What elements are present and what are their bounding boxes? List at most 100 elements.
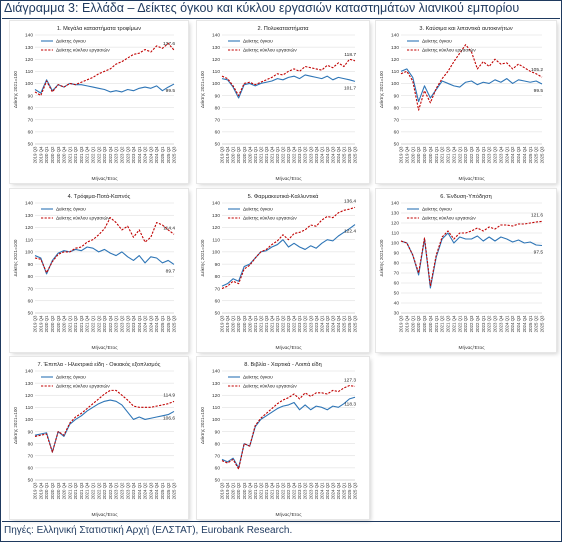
x-tick-label: 2019 Q3 — [33, 146, 38, 163]
y-tick-label: 120 — [25, 393, 33, 399]
x-tick-label: 2023 Q1 — [481, 315, 486, 332]
y-tick-label: 100 — [212, 81, 220, 87]
y-tick-label: 90 — [28, 93, 34, 99]
volume-index-line — [34, 399, 175, 453]
x-tick-label: 2020 Q3 — [242, 315, 247, 332]
x-tick-label: 2021 Q2 — [258, 315, 263, 332]
chart-svg-5: 5. Φαρμακευτικά-Καλλυντικά 50 60 70 80 90 100 1… — [200, 193, 358, 351]
x-axis-label: Μήνας/Έτος — [91, 175, 118, 182]
end-value-label-volume: 99.5 — [166, 88, 176, 94]
y-tick-label: 130 — [212, 213, 220, 219]
x-tick-label: 2019 Q3 — [399, 315, 404, 332]
x-tick-label: 2021 Q1 — [434, 315, 439, 332]
x-tick-label: 2023 Q2 — [303, 146, 308, 163]
x-tick-label: 2020 Q3 — [242, 146, 247, 163]
x-tick-label: 2022 Q4 — [292, 482, 297, 499]
chart-svg-1: 1. Μεγάλα καταστήματα τροφίμων 50 60 70 80 90… — [13, 25, 177, 182]
x-tick-label: 2021 Q3 — [264, 482, 269, 499]
y-tick-label: 90 — [28, 262, 34, 268]
x-tick-label: 2024 Q3 — [330, 482, 335, 499]
y-tick-label: 120 — [391, 57, 399, 63]
x-tick-label: 2019 Q4 — [404, 146, 409, 163]
x-tick-label: 2020 Q4 — [62, 315, 67, 332]
x-tick-label: 2022 Q3 — [102, 146, 107, 163]
chart-panel-7: 7. Έπιπλα - Ηλεκτρικά είδη - Οικιακός εξ… — [10, 357, 188, 519]
x-tick-label: 2020 Q2 — [50, 146, 55, 163]
end-value-label-turnover: 121.6 — [531, 212, 543, 218]
chart-title: 7. Έπιπλα - Ηλεκτρικά είδη - Οικιακός εξ… — [38, 361, 161, 368]
x-tick-label: 2020 Q1 — [44, 146, 49, 163]
x-tick-label: 2020 Q3 — [242, 482, 247, 499]
legend-label-turnover: Δείκτης κύκλου εργασιών — [56, 215, 110, 222]
y-tick-label: 80 — [215, 274, 221, 280]
x-tick-label: 2022 Q2 — [463, 146, 468, 163]
x-tick-label: 2020 Q1 — [44, 482, 49, 499]
x-tick-label: 2025 Q3 — [540, 146, 545, 163]
chart-panel-6: 6. Ένδυση-Υπόδηση 30 40 50 60 70 80 90 100 110 120… — [376, 189, 556, 352]
y-axis-label: Δείκτης 2021=100 — [379, 239, 384, 276]
chart-panel-1: 1. Μεγάλα καταστήματα τροφίμων 50 60 70 80 90… — [10, 21, 188, 183]
end-value-label-turnover: 127.3 — [344, 377, 356, 383]
chart-title: 8. Βιβλία - Χαρτικά - Λοιπά είδη — [244, 361, 321, 368]
x-tick-label: 2019 Q4 — [38, 482, 43, 499]
legend-label-volume: Δείκτης όγκου — [243, 206, 273, 213]
x-tick-label: 2025 Q2 — [166, 482, 171, 499]
x-tick-label: 2020 Q3 — [56, 146, 61, 163]
y-tick-label: 70 — [394, 117, 400, 123]
x-tick-label: 2023 Q1 — [297, 315, 302, 332]
x-tick-label: 2025 Q3 — [353, 315, 358, 332]
y-tick-label: 50 — [215, 478, 221, 484]
turnover-index-line — [34, 42, 175, 97]
y-tick-label: 110 — [25, 69, 33, 75]
x-tick-label: 2025 Q2 — [347, 146, 352, 163]
x-tick-label: 2020 Q4 — [62, 482, 67, 499]
y-tick-label: 50 — [28, 311, 34, 317]
x-tick-label: 2022 Q1 — [275, 315, 280, 332]
y-tick-label: 50 — [394, 291, 400, 297]
x-tick-label: 2022 Q4 — [475, 315, 480, 332]
end-value-label-volume: 106.6 — [163, 415, 175, 421]
x-tick-label: 2023 Q4 — [131, 315, 136, 332]
x-tick-label: 2024 Q1 — [137, 482, 142, 499]
x-tick-label: 2021 Q3 — [79, 315, 84, 332]
x-tick-label: 2025 Q2 — [534, 315, 539, 332]
x-axis-label: Μήνας/Έτος — [275, 344, 302, 351]
x-tick-label: 2024 Q2 — [143, 315, 148, 332]
x-tick-label: 2025 Q1 — [342, 146, 347, 163]
x-tick-label: 2021 Q4 — [269, 315, 274, 332]
y-tick-label: 130 — [391, 211, 399, 217]
chart-title: 4. Τρόφιμα-Ποτά-Καπνός — [68, 193, 131, 200]
x-tick-label: 2022 Q4 — [108, 146, 113, 163]
end-value-label-turnover: 105.2 — [531, 67, 543, 73]
y-axis-label: Δείκτης 2021=100 — [13, 71, 18, 108]
y-tick-label: 90 — [215, 93, 221, 99]
x-tick-label: 2024 Q4 — [522, 146, 527, 163]
chart-svg-7: 7. Έπιπλα - Ηλεκτρικά είδη - Οικιακός εξ… — [13, 361, 177, 518]
y-tick-label: 60 — [215, 130, 221, 136]
turnover-index-line — [400, 220, 543, 287]
y-tick-label: 60 — [394, 130, 400, 136]
x-tick-label: 2020 Q4 — [247, 482, 252, 499]
x-tick-label: 2022 Q2 — [281, 482, 286, 499]
x-tick-label: 2021 Q4 — [269, 146, 274, 163]
legend-label-turnover: Δείκτης κύκλου εργασιών — [243, 47, 297, 54]
y-tick-label: 100 — [25, 417, 33, 423]
x-tick-label: 2025 Q1 — [160, 146, 165, 163]
y-tick-label: 80 — [394, 261, 400, 267]
y-axis-label: Δείκτης 2021=100 — [13, 407, 18, 444]
x-tick-label: 2024 Q2 — [325, 482, 330, 499]
y-tick-label: 60 — [394, 281, 400, 287]
x-tick-label: 2021 Q4 — [85, 482, 90, 499]
x-tick-label: 2023 Q3 — [308, 146, 313, 163]
x-tick-label: 2024 Q2 — [143, 146, 148, 163]
x-tick-label: 2019 Q4 — [38, 146, 43, 163]
x-tick-label: 2024 Q3 — [148, 482, 153, 499]
x-tick-label: 2022 Q3 — [469, 315, 474, 332]
x-tick-label: 2022 Q2 — [96, 315, 101, 332]
end-value-label-volume: 101.7 — [344, 85, 356, 91]
x-tick-label: 2023 Q4 — [498, 146, 503, 163]
x-tick-label: 2025 Q1 — [528, 146, 533, 163]
chart-panel-3: 3. Καύσιμα και λιπαντικά αυτοκινήτων 50 60… — [376, 21, 556, 183]
y-tick-label: 80 — [394, 105, 400, 111]
x-tick-label: 2020 Q3 — [422, 315, 427, 332]
